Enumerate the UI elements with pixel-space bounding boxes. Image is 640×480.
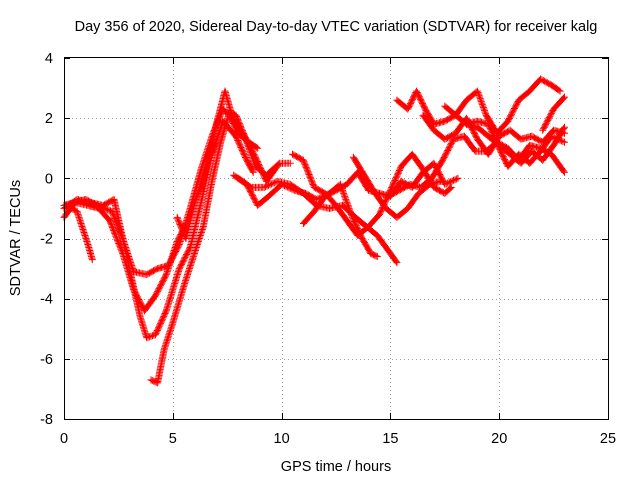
trace-5 — [147, 108, 294, 387]
y-axis-label: SDTVAR / TECUs — [8, 180, 24, 296]
x-tick-label: 5 — [169, 431, 177, 447]
trace-5-markers — [147, 108, 294, 387]
x-tick-label: 15 — [382, 431, 398, 447]
trace-6 — [173, 87, 281, 242]
trace-13 — [393, 75, 564, 137]
trace-3 — [60, 117, 257, 342]
trace-13-markers — [393, 75, 564, 137]
trace-16 — [463, 117, 568, 170]
y-tick-label: -2 — [40, 232, 53, 248]
y-tick-label: 2 — [45, 111, 53, 127]
y-tick-label: 0 — [45, 171, 53, 187]
y-tick-label: 4 — [45, 51, 53, 67]
x-tick-label: 10 — [274, 431, 290, 447]
trace-6-markers — [173, 87, 281, 242]
trace-15-markers — [441, 102, 568, 167]
axis-ticks — [64, 58, 609, 420]
plot-frame — [64, 57, 609, 420]
y-tick-label: -4 — [40, 292, 53, 308]
x-tick-label: 25 — [600, 431, 616, 447]
trace-11 — [349, 153, 444, 221]
chart-title: Day 356 of 2020, Sidereal Day-to-day VTE… — [75, 19, 598, 35]
trace-15 — [441, 102, 568, 167]
tick-labels: 0 5 10 15 20 25 -8 -6 -4 -2 0 2 4 — [40, 51, 616, 447]
trace-17-markers — [539, 93, 568, 134]
y-tick-label: -6 — [40, 352, 53, 368]
x-tick-label: 20 — [491, 431, 507, 447]
grid-lines — [64, 58, 608, 419]
x-tick-label: 0 — [60, 431, 68, 447]
trace-3-markers — [60, 117, 257, 342]
x-axis-label: GPS time / hours — [281, 459, 391, 475]
trace-16-markers — [463, 117, 568, 170]
trace-11-markers — [349, 153, 444, 221]
y-tick-label: -8 — [40, 412, 53, 428]
trace-17 — [539, 93, 568, 134]
data-series — [60, 75, 568, 387]
